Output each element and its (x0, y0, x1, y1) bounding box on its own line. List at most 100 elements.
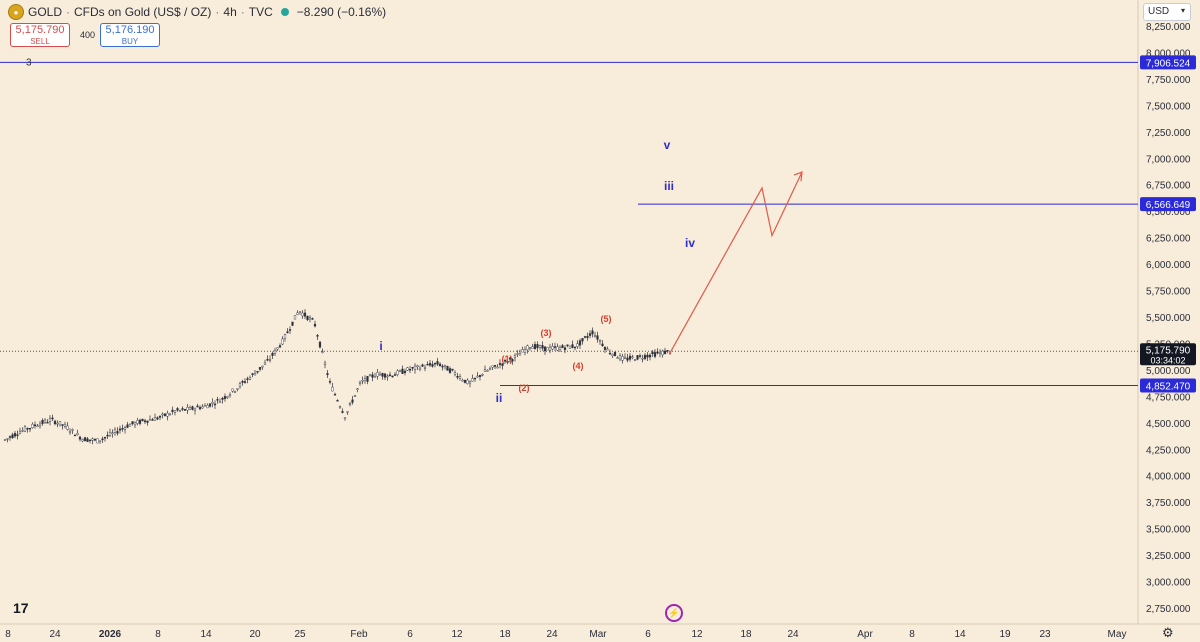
candle-body (191, 406, 194, 410)
candle-body (268, 358, 272, 361)
candle-body (61, 424, 64, 426)
candle-body (413, 365, 417, 370)
candle-body (151, 419, 154, 421)
wave-label: (4) (573, 361, 584, 371)
candle-body (641, 357, 644, 360)
candle-body (648, 354, 652, 358)
sell-button[interactable]: 5,175.790 SELL (10, 23, 70, 47)
candle-body (601, 343, 604, 347)
candle-body (528, 347, 532, 349)
candle-body (118, 428, 122, 431)
y-tick-label: 3,000.000 (1146, 578, 1191, 589)
candle-body (491, 365, 494, 368)
candle-body (583, 336, 587, 338)
candle-body (281, 338, 284, 345)
projection-path (669, 171, 803, 354)
candle-body (163, 413, 167, 416)
y-tick-label: 6,250.000 (1146, 234, 1191, 245)
candle-body (581, 338, 584, 342)
candle-body (396, 370, 399, 375)
candle-body (608, 352, 612, 355)
lightning-icon[interactable]: ⚡ (665, 604, 683, 622)
candle-body (136, 420, 139, 424)
candle-body (618, 355, 622, 360)
candle-body (398, 370, 402, 372)
candle-body (511, 359, 514, 362)
candle-body (456, 376, 459, 378)
market-status-dot (280, 8, 289, 16)
candle-body (323, 362, 327, 366)
current-price-label: 5,175.790 (1146, 345, 1191, 356)
candle-body (516, 353, 519, 355)
candle-body (386, 375, 389, 378)
candle-body (366, 376, 369, 382)
candle-body (36, 425, 39, 428)
candle-body (513, 355, 517, 358)
candle-body (616, 357, 619, 359)
candle-body (658, 352, 662, 354)
candle-body (153, 417, 157, 421)
candle-body (661, 350, 664, 356)
interval-label[interactable]: 4h (223, 5, 237, 19)
candle-body (588, 333, 592, 336)
candle-body (13, 433, 17, 437)
buy-button[interactable]: 5,176.190 BUY (100, 23, 160, 47)
y-tick-label: 5,500.000 (1146, 313, 1191, 324)
candle-body (98, 440, 102, 442)
symbol-header[interactable]: ● GOLD · CFDs on Gold (US$ / OZ) · 4h · … (8, 4, 386, 20)
candle-body (503, 359, 507, 362)
candle-body (533, 344, 537, 350)
wave-label: i (379, 339, 382, 353)
symbol-ticker: GOLD (28, 5, 63, 19)
tradingview-logo[interactable]: 17 (13, 600, 29, 616)
candle-body (196, 405, 199, 408)
candle-body (338, 406, 342, 408)
candle-body (373, 376, 377, 378)
candle-body (521, 349, 524, 353)
candle-body (126, 424, 129, 428)
x-tick-label: 25 (294, 629, 306, 640)
candle-body (466, 379, 469, 384)
countdown-label: 03:34:02 (1150, 355, 1185, 365)
x-tick-label: 6 (645, 629, 651, 640)
candle-body (341, 411, 344, 413)
x-tick-label: 23 (1039, 629, 1051, 640)
candle-body (418, 367, 422, 370)
candle-body (428, 363, 432, 366)
x-tick-label: 14 (954, 629, 966, 640)
candle-body (216, 399, 219, 401)
candle-body (211, 402, 214, 404)
candle-body (63, 423, 67, 427)
candle-body (378, 374, 382, 376)
candle-body (423, 367, 427, 369)
candle-body (518, 353, 522, 356)
candle-body (111, 432, 114, 434)
candle-body (223, 396, 227, 399)
x-tick-label: 8 (909, 629, 915, 640)
candle-body (181, 408, 184, 410)
candle-body (246, 378, 249, 380)
candle-body (351, 399, 354, 403)
y-tick-label: 6,000.000 (1146, 260, 1191, 271)
candle-body (208, 403, 212, 407)
candle-body (526, 345, 529, 350)
candle-body (311, 318, 314, 320)
candle-body (563, 347, 567, 351)
candle-body (158, 415, 162, 418)
currency-select[interactable]: USD ▾ (1143, 3, 1191, 21)
candle-body (318, 341, 322, 348)
candle-body (363, 378, 367, 381)
candle-body (371, 374, 374, 378)
candle-body (546, 347, 549, 351)
candle-body (33, 424, 37, 427)
candle-body (383, 373, 387, 378)
candle-body (201, 406, 204, 409)
candle-body (113, 429, 117, 433)
gear-icon[interactable]: ⚙ (1162, 625, 1174, 640)
candle-body (346, 411, 349, 413)
candle-body (326, 373, 329, 376)
candle-body (258, 367, 262, 370)
spread-value: 400 (80, 30, 96, 40)
candle-body (416, 365, 419, 368)
